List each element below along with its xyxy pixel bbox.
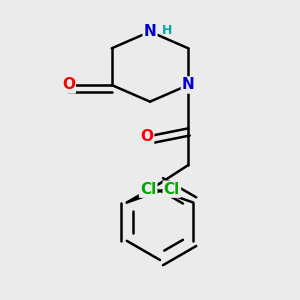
Text: N: N [144, 24, 156, 39]
Text: Cl: Cl [140, 182, 156, 197]
Text: Cl: Cl [164, 182, 180, 197]
Text: O: O [140, 129, 153, 144]
Text: O: O [62, 77, 75, 92]
Text: H: H [162, 23, 172, 37]
Text: N: N [182, 77, 195, 92]
